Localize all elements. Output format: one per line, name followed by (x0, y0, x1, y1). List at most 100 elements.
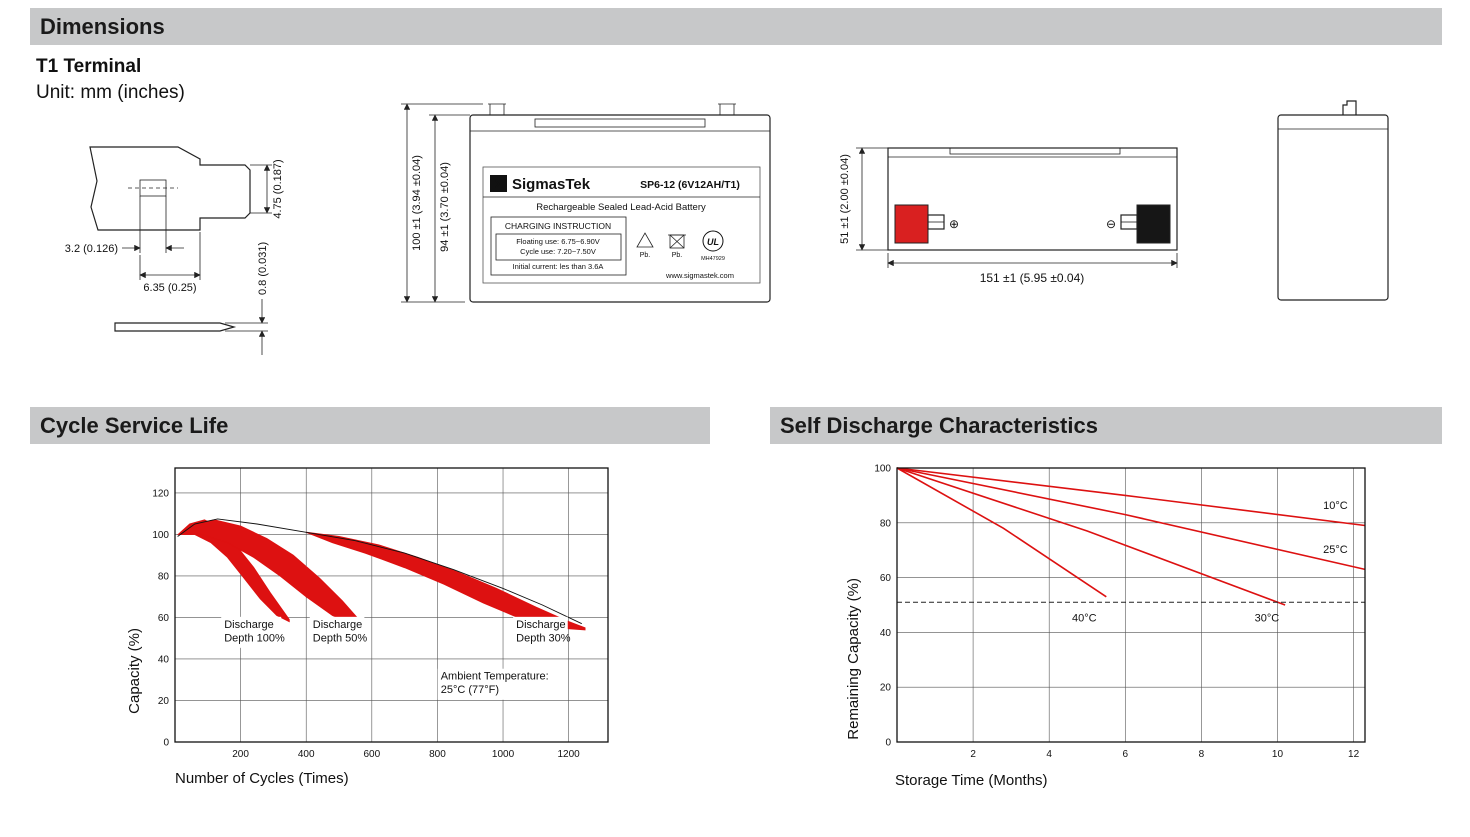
annotation-bg (437, 668, 552, 700)
sigma-glyph: Σ (495, 177, 503, 192)
x-tick-label: 400 (298, 749, 315, 760)
x-tick-label: 1000 (492, 749, 515, 760)
x-tick-label: 10 (1272, 749, 1284, 760)
series-label: 10°C (1323, 500, 1348, 512)
section-header-dimensions: Dimensions (30, 8, 1442, 45)
x-tick-label: 600 (363, 749, 380, 760)
product-label (482, 166, 761, 284)
charging-line1: Floating use: 6.75~6.90V (516, 237, 600, 246)
end-terminal-tab (1342, 100, 1357, 115)
negative-terminal-black (1136, 204, 1171, 244)
annotation-bg (309, 616, 365, 648)
dim-label-outer-height: 100 ±1 (3.94 ±0.04) (411, 155, 423, 251)
section-header-self-discharge: Self Discharge Characteristics (770, 407, 1442, 444)
charging-line2: Cycle use: 7.20~7.50V (520, 247, 596, 256)
cycle-service-life-chart: 200 400 600 800 1000 1200 0 20 40 60 80 100 120 Disch… (152, 467, 609, 760)
dim-label-thickness: 0.8 (0.031) (257, 242, 269, 295)
annotation-text: Discharge (313, 619, 363, 631)
charging-inner-box (495, 233, 622, 261)
series-label: 25°C (1323, 544, 1348, 556)
annotation-bg (513, 616, 568, 648)
section-header-cycle-service-life: Cycle Service Life (30, 407, 710, 444)
series-line (896, 467, 1366, 527)
battery-type-text: Rechargeable Sealed Lead-Acid Battery (536, 202, 706, 213)
annotation-text: Ambient Temperature: (441, 671, 549, 683)
plot-border (174, 467, 609, 743)
y-tick-label: 60 (880, 573, 892, 584)
ul-file-number: MH47929 (701, 256, 725, 262)
self-discharge-chart: 2 4 6 8 10 12 0 20 40 60 80 100 10°C 25°C 30°C 40°C (874, 464, 1366, 760)
battery-side-view: ⊕ ⊖ 51 ±1 (2.00 ±0.04) 151 ±1 (5.95 ±0.0… (839, 147, 1178, 285)
sigma-logo-icon (490, 175, 507, 192)
terminal-blade (114, 322, 237, 332)
terminal-detail-drawing: 4.75 (0.187) 3.2 (0.126) 6.35 (0.25) 0.8… (65, 146, 284, 355)
discharge-chart-ylabel: Remaining Capacity (%) (845, 578, 862, 740)
y-tick-label: 120 (152, 488, 169, 499)
battery-front-view: 100 ±1 (3.94 ±0.04) 94 ±1 (3.70 ±0.04) Σ… (401, 103, 771, 303)
plus-symbol: ⊕ (949, 217, 959, 231)
pb-label-1: Pb. (640, 252, 651, 259)
terminal-type-heading: T1 Terminal (36, 56, 142, 77)
pb-label-2: Pb. (672, 252, 683, 259)
annotation-text: Discharge (224, 619, 274, 631)
charging-instruction-box (490, 216, 627, 276)
charging-title: CHARGING INSTRUCTION (505, 221, 611, 231)
dim-label-inner-height: 94 ±1 (3.70 ±0.04) (439, 162, 451, 252)
y-tick-label: 0 (885, 738, 891, 749)
case-top-recess (949, 147, 1121, 155)
dim-label-length: 151 ±1 (5.95 ±0.04) (980, 271, 1085, 285)
positive-terminal-red (894, 204, 929, 244)
case-top-recess (534, 118, 706, 128)
x-tick-label: 4 (1046, 749, 1052, 760)
ul-mark-text: UL (707, 237, 719, 247)
battery-end-view (1277, 100, 1389, 301)
ul-mark-icon (702, 230, 724, 252)
x-tick-label: 8 (1199, 749, 1205, 760)
y-tick-label: 40 (880, 628, 892, 639)
dim-label-hole-width: 3.2 (0.126) (65, 243, 118, 255)
y-tick-label: 80 (158, 571, 170, 582)
y-tick-label: 60 (158, 613, 170, 624)
dim-label-side-height: 51 ±1 (2.00 ±0.04) (839, 154, 851, 244)
dim-label-tab-width: 6.35 (0.25) (143, 282, 196, 294)
y-tick-label: 20 (158, 696, 170, 707)
cycle-chart-xlabel: Number of Cycles (Times) (175, 770, 349, 787)
discharge-chart-xlabel: Storage Time (Months) (895, 772, 1048, 789)
battery-case-outline (887, 147, 1178, 251)
section-title-dimensions: Dimensions (40, 13, 165, 39)
y-tick-label: 0 (163, 738, 169, 749)
series-line (896, 467, 1107, 598)
annotation-text: Depth 30% (516, 632, 571, 644)
plot-border (896, 467, 1366, 743)
model-number: SP6-12 (6V12AH/T1) (640, 179, 740, 191)
recycle-pb-icon (636, 232, 654, 248)
y-tick-label: 100 (874, 464, 891, 475)
y-tick-label: 20 (880, 683, 892, 694)
annotation-text: Depth 50% (313, 632, 368, 644)
terminal-profile-outline (89, 146, 251, 231)
y-tick-label: 100 (152, 530, 169, 541)
x-tick-label: 200 (232, 749, 249, 760)
x-tick-label: 800 (429, 749, 446, 760)
battery-case-outline (1277, 114, 1389, 301)
annotation-text: Discharge (516, 619, 566, 631)
unit-note: Unit: mm (inches) (36, 82, 185, 103)
minus-symbol: ⊖ (1106, 217, 1116, 231)
charging-line3: Initial current: les than 3.6A (513, 262, 604, 271)
x-tick-label: 6 (1123, 749, 1129, 760)
annotation-bg (221, 616, 282, 648)
crossed-bin-pb-icon (669, 234, 685, 249)
envelope-line (177, 518, 582, 625)
series-line (896, 467, 1286, 606)
series-label: 40°C (1072, 612, 1097, 624)
x-tick-label: 12 (1348, 749, 1360, 760)
y-tick-label: 40 (158, 654, 170, 665)
x-tick-label: 2 (970, 749, 976, 760)
y-tick-label: 80 (880, 518, 892, 529)
annotation-text: Depth 100% (224, 632, 285, 644)
dim-label-terminal-height: 4.75 (0.187) (272, 159, 284, 218)
x-tick-label: 1200 (558, 749, 581, 760)
section-title-cycle: Cycle Service Life (40, 412, 229, 438)
section-title-self-discharge: Self Discharge Characteristics (780, 412, 1098, 438)
annotation-text: 25°C (77°F) (441, 684, 499, 696)
